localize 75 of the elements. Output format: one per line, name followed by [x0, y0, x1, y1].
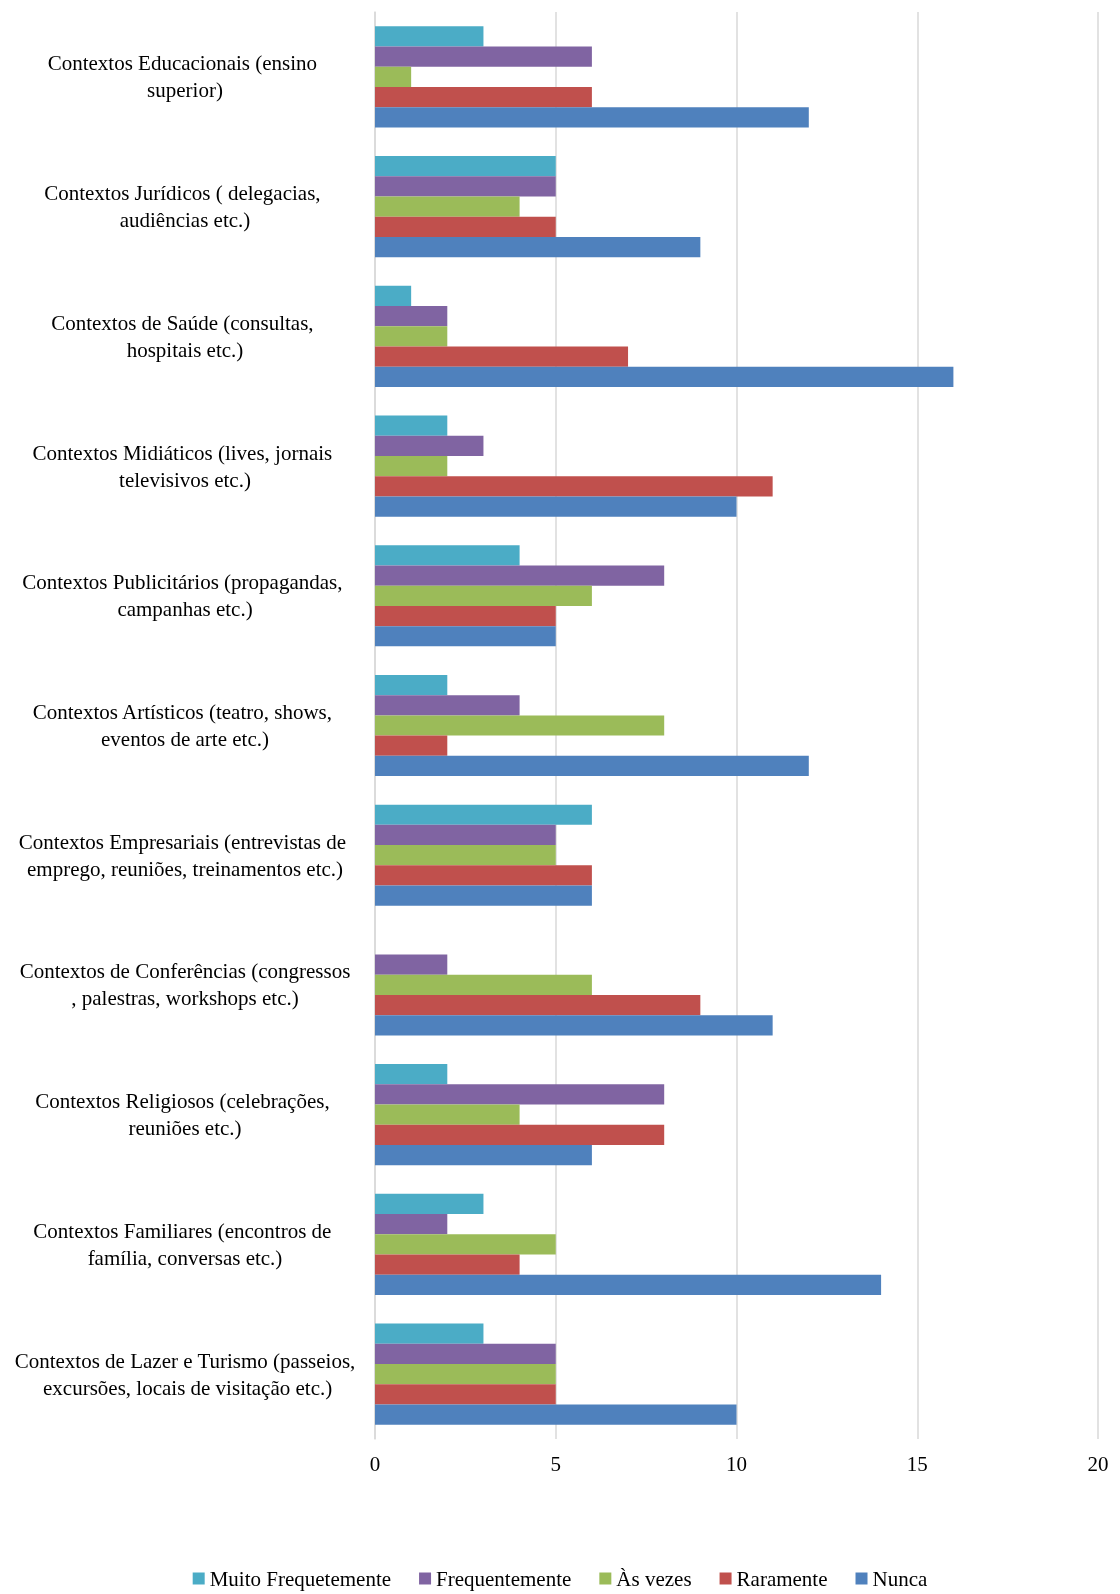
- bar: [375, 176, 556, 197]
- bar: [375, 735, 448, 756]
- bar: [375, 236, 701, 258]
- bar: [375, 1064, 448, 1085]
- bar: [375, 605, 556, 627]
- bar: [375, 845, 556, 866]
- bar: [375, 346, 629, 367]
- bar: [375, 1015, 773, 1036]
- bar: [375, 1364, 556, 1385]
- bar: [375, 974, 592, 996]
- bar: [375, 1084, 665, 1105]
- y-tick-label: Contextos Midiáticos (lives, jornais televisivos etc.): [32, 440, 338, 492]
- bar: [375, 455, 448, 477]
- bar: [375, 496, 737, 517]
- bar: [375, 476, 773, 497]
- bar: [375, 695, 520, 716]
- legend-label: Às vezes: [616, 1566, 692, 1591]
- bar: [375, 66, 412, 87]
- bar: [375, 804, 592, 825]
- y-tick-label: Contextos de Saúde (consultas, hospitais etc.): [51, 310, 319, 362]
- bar: [375, 285, 412, 306]
- y-tick-label: Contextos de Lazer e Turismo (passeios, excursões, locais de visitação etc.): [14, 1348, 356, 1400]
- bar: [375, 26, 484, 47]
- bar: [375, 585, 592, 606]
- bar: [375, 1384, 556, 1405]
- bar: [375, 1254, 520, 1275]
- bar: [375, 216, 556, 237]
- bar: [375, 1193, 484, 1215]
- y-tick-label: Contextos Publicitários (propagandas, campanhas etc.): [22, 570, 348, 622]
- y-tick-label: Contextos Familiares (encontros de família, conversas etc.): [33, 1218, 337, 1270]
- bar: [375, 107, 809, 128]
- x-tick-label: 20: [1087, 1451, 1109, 1476]
- bar: [375, 86, 592, 108]
- bar: [375, 366, 954, 387]
- bar: [375, 46, 592, 67]
- y-tick-label: Contextos Educacionais (ensino superior): [47, 51, 323, 103]
- legend-label: Nunca: [872, 1566, 928, 1591]
- bar: [375, 1343, 556, 1365]
- bar: [375, 865, 592, 886]
- bar: [375, 1104, 520, 1125]
- bar: [375, 1323, 484, 1344]
- bar: [375, 435, 484, 456]
- legend-label: Frequentemente: [436, 1566, 572, 1591]
- bar: [375, 1274, 882, 1295]
- bar: [375, 755, 809, 777]
- x-tick-label: 0: [369, 1451, 381, 1476]
- y-tick-label: Contextos Jurídicos ( delegacias, audiências etc.): [44, 181, 326, 233]
- bar: [375, 415, 448, 436]
- bar: [375, 156, 556, 177]
- legend-label: Muito Frequetemente: [209, 1566, 392, 1591]
- bar: [375, 1404, 737, 1425]
- y-tick-label: Contextos Religiosos (celebrações, reuniões etc.): [35, 1089, 335, 1141]
- bar: [375, 626, 556, 647]
- x-tick-label: 15: [906, 1451, 928, 1476]
- bar: [375, 545, 520, 566]
- y-tick-label: Contextos de Conferências (congressos, palestras, workshops etc.): [19, 959, 351, 1011]
- y-tick-label: Contextos Artísticos (teatro, shows, eventos de arte etc.): [32, 700, 338, 751]
- bar: [375, 715, 665, 736]
- bar: [375, 1234, 556, 1255]
- bar: [375, 1145, 592, 1166]
- bar: [375, 885, 592, 906]
- x-tick-label: 10: [726, 1451, 747, 1476]
- bar: [375, 1124, 665, 1146]
- bar: [375, 1214, 448, 1235]
- bar: [375, 954, 448, 975]
- bar: [375, 824, 556, 846]
- bar: [375, 326, 448, 347]
- bar: [375, 565, 665, 586]
- bar: [375, 305, 448, 327]
- x-tick-label: 5: [550, 1451, 561, 1476]
- bar: [375, 196, 520, 217]
- y-tick-label: Contextos Empresariais (entrevistas de emprego, reuniões, treinamentos etc.): [18, 829, 352, 881]
- bar: [375, 995, 701, 1016]
- legend-label: Raramente: [736, 1566, 828, 1591]
- bar: [375, 674, 448, 696]
